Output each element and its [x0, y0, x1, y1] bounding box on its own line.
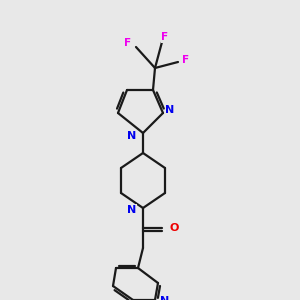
- Text: O: O: [169, 223, 179, 233]
- Text: F: F: [124, 38, 132, 48]
- Text: N: N: [128, 205, 136, 215]
- Text: N: N: [160, 296, 169, 300]
- Text: F: F: [161, 32, 169, 42]
- Text: N: N: [128, 131, 136, 141]
- Text: F: F: [182, 55, 190, 65]
- Text: N: N: [165, 105, 175, 115]
